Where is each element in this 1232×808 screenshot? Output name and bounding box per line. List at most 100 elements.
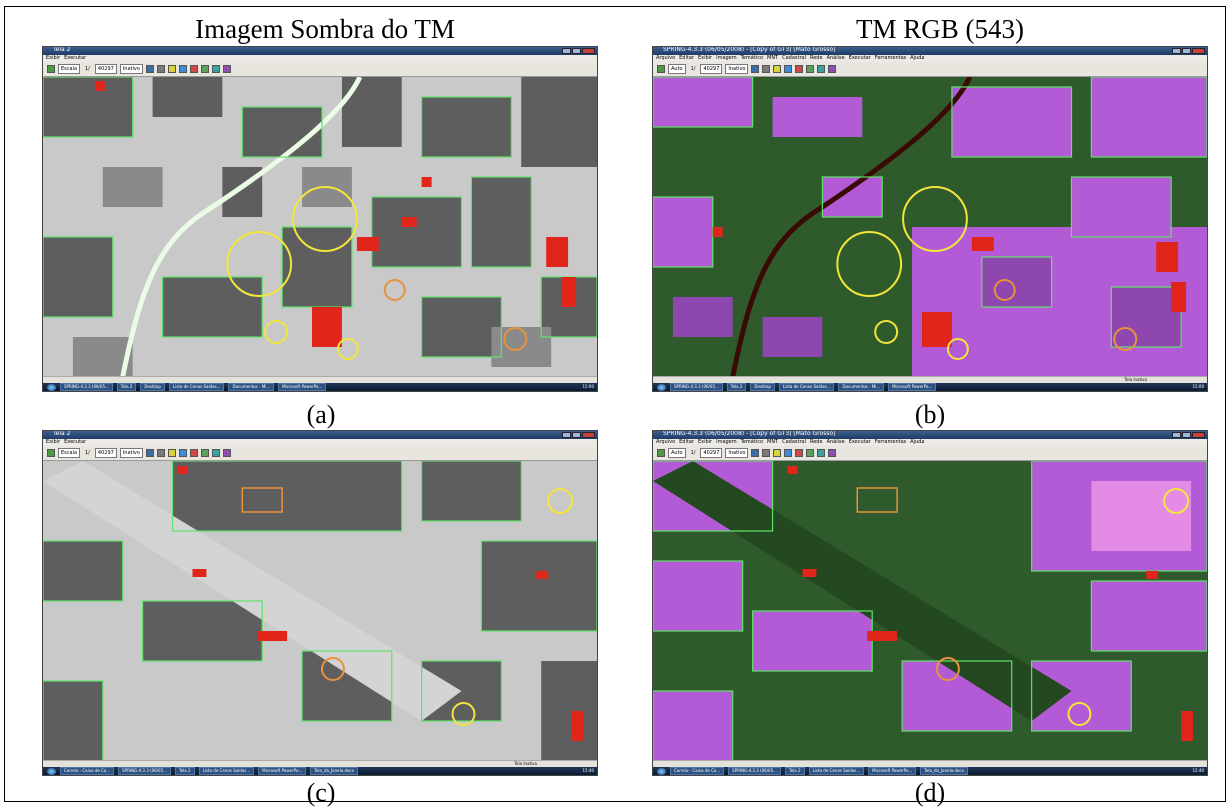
start-button[interactable] bbox=[47, 767, 56, 775]
taskbar-item[interactable]: Lista de Cenas Saídas... bbox=[198, 767, 255, 775]
menu-exibir[interactable]: Exibir bbox=[697, 55, 713, 61]
menu-rede[interactable]: Rede bbox=[809, 439, 823, 445]
taskbar-item[interactable]: Desktop bbox=[140, 383, 165, 391]
scale-input[interactable]: 40297 bbox=[700, 64, 723, 74]
info-icon[interactable] bbox=[178, 449, 187, 457]
menu-imagem[interactable]: Imagem bbox=[716, 439, 737, 445]
map-canvas[interactable] bbox=[653, 461, 1207, 761]
maximize-button[interactable] bbox=[572, 48, 581, 54]
scale-input[interactable]: 40297 bbox=[700, 448, 723, 458]
menu-exibir[interactable]: Exibir bbox=[46, 55, 61, 61]
taskbar-item[interactable]: Correio - Caixa de Ca... bbox=[60, 767, 115, 775]
scale-input[interactable]: 40297 bbox=[94, 64, 117, 74]
maximize-button[interactable] bbox=[572, 432, 581, 438]
menu-cadastral[interactable]: Cadastral bbox=[782, 55, 806, 61]
taskbar-item[interactable]: Lista de Cenas Saídas... bbox=[778, 383, 835, 391]
menu-arquivo[interactable]: Arquivo bbox=[656, 55, 676, 61]
layer-icon[interactable] bbox=[200, 449, 209, 457]
taskbar-item[interactable]: Lista de Cenas Saídas... bbox=[808, 767, 865, 775]
pan-icon[interactable] bbox=[156, 65, 165, 73]
mode-select[interactable]: Inativo bbox=[119, 448, 143, 458]
zoom-select[interactable]: Auto bbox=[668, 64, 686, 74]
table-icon[interactable] bbox=[211, 65, 220, 73]
info-icon[interactable] bbox=[784, 449, 793, 457]
menu-exibir[interactable]: Exibir bbox=[697, 439, 713, 445]
edit-icon[interactable] bbox=[189, 65, 198, 73]
taskbar-item[interactable]: SPRING-4.3.3 (06/05... bbox=[728, 767, 781, 775]
info-icon[interactable] bbox=[784, 65, 793, 73]
taskbar-item[interactable]: Desktop bbox=[750, 383, 775, 391]
zoom-select[interactable]: Escala bbox=[58, 448, 81, 458]
minimize-button[interactable] bbox=[562, 48, 571, 54]
close-button[interactable] bbox=[582, 432, 595, 438]
close-button[interactable] bbox=[582, 48, 595, 54]
pan-icon[interactable] bbox=[762, 65, 771, 73]
display-icon[interactable] bbox=[657, 65, 665, 73]
minimize-button[interactable] bbox=[1172, 48, 1181, 54]
taskbar-item[interactable]: Microsoft PowerPo... bbox=[868, 767, 917, 775]
taskbar-item[interactable]: Tela_da_Janela.docx bbox=[920, 767, 968, 775]
menu-rede[interactable]: Rede bbox=[809, 55, 823, 61]
close-button[interactable] bbox=[1192, 432, 1205, 438]
menu-arquivo[interactable]: Arquivo bbox=[656, 439, 676, 445]
taskbar-item[interactable]: Tela 2 bbox=[784, 767, 805, 775]
map-canvas[interactable] bbox=[653, 77, 1207, 377]
zoom-select[interactable]: Escala bbox=[58, 64, 81, 74]
taskbar-item[interactable]: Microsoft PowerPo... bbox=[258, 767, 307, 775]
tool-icon[interactable] bbox=[828, 449, 837, 457]
taskbar-item[interactable]: Tela 2 bbox=[174, 767, 195, 775]
edit-icon[interactable] bbox=[189, 449, 198, 457]
cursor-icon[interactable] bbox=[773, 449, 782, 457]
minimize-button[interactable] bbox=[562, 432, 571, 438]
menu-executar[interactable]: Executar bbox=[848, 55, 871, 61]
taskbar-item[interactable]: Correio - Caixa de Ca... bbox=[670, 767, 725, 775]
mode-select[interactable]: Inativo bbox=[119, 64, 143, 74]
menu-analise[interactable]: Análise bbox=[826, 55, 845, 61]
scale-input[interactable]: 40297 bbox=[94, 448, 117, 458]
close-button[interactable] bbox=[1192, 48, 1205, 54]
taskbar-item[interactable]: SPRING-4.3.3 (06/05... bbox=[60, 383, 113, 391]
taskbar-item[interactable]: Tela 2 bbox=[726, 383, 747, 391]
mode-select[interactable]: Inativo bbox=[725, 448, 749, 458]
menu-imagem[interactable]: Imagem bbox=[716, 55, 737, 61]
menu-ferramentas[interactable]: Ferramentas bbox=[874, 55, 907, 61]
layer-icon[interactable] bbox=[806, 65, 815, 73]
table-icon[interactable] bbox=[817, 65, 826, 73]
cursor-icon[interactable] bbox=[167, 449, 176, 457]
zoom-icon[interactable] bbox=[145, 65, 154, 73]
layer-icon[interactable] bbox=[806, 449, 815, 457]
mode-select[interactable]: Inativo bbox=[725, 64, 749, 74]
zoom-icon[interactable] bbox=[751, 65, 760, 73]
menu-editar[interactable]: Editar bbox=[679, 55, 694, 61]
menu-ajuda[interactable]: Ajuda bbox=[910, 439, 925, 445]
info-icon[interactable] bbox=[178, 65, 187, 73]
tool-icon[interactable] bbox=[222, 65, 231, 73]
display-icon[interactable] bbox=[47, 65, 55, 73]
menu-executar[interactable]: Executar bbox=[64, 55, 87, 61]
menu-editar[interactable]: Editar bbox=[679, 439, 694, 445]
display-icon[interactable] bbox=[47, 449, 55, 457]
menu-executar[interactable]: Executar bbox=[848, 439, 871, 445]
menu-tematico[interactable]: Temático bbox=[740, 439, 763, 445]
cursor-icon[interactable] bbox=[773, 65, 782, 73]
display-icon[interactable] bbox=[657, 449, 665, 457]
menu-ajuda[interactable]: Ajuda bbox=[910, 55, 925, 61]
taskbar-item[interactable]: Documentos - Mi... bbox=[838, 383, 885, 391]
table-icon[interactable] bbox=[211, 449, 220, 457]
tool-icon[interactable] bbox=[222, 449, 231, 457]
minimize-button[interactable] bbox=[1172, 432, 1181, 438]
start-button[interactable] bbox=[47, 383, 56, 391]
taskbar-item[interactable]: Tela_da_Janela.docx bbox=[310, 767, 358, 775]
pan-icon[interactable] bbox=[156, 449, 165, 457]
menu-cadastral[interactable]: Cadastral bbox=[782, 439, 806, 445]
menu-mnt[interactable]: MNT bbox=[767, 439, 779, 445]
zoom-select[interactable]: Auto bbox=[668, 448, 686, 458]
edit-icon[interactable] bbox=[795, 65, 804, 73]
map-canvas[interactable] bbox=[43, 461, 597, 761]
taskbar-item[interactable]: SPRING-4.3.3 (06/05... bbox=[670, 383, 723, 391]
taskbar-item[interactable]: Lista de Cenas Saídas... bbox=[168, 383, 225, 391]
start-button[interactable] bbox=[657, 383, 666, 391]
taskbar-item[interactable]: Microsoft PowerPo... bbox=[278, 383, 327, 391]
start-button[interactable] bbox=[657, 767, 666, 775]
table-icon[interactable] bbox=[817, 449, 826, 457]
